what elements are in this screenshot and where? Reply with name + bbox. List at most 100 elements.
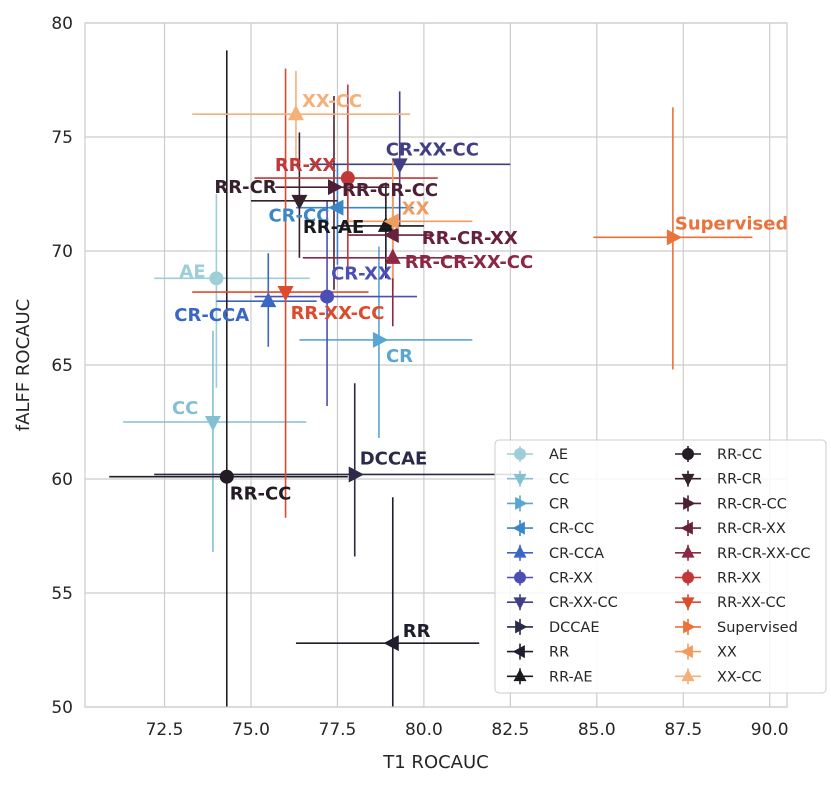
data-point-rr-cr-cc [327,179,344,196]
legend-marker-rr-xx [682,571,694,584]
y-tick-label: 55 [51,584,73,604]
legend-entry-label: CC [549,472,569,488]
data-point-rr-cr-xx-cc [384,248,401,264]
point-label: RR [403,621,431,642]
x-tick-label: 82.5 [491,720,529,740]
legend-entry-label: XX-CC [717,669,762,685]
y-tick-label: 65 [51,356,73,376]
point-label: AE [179,261,205,282]
data-point-cr-xx [320,289,335,304]
legend-entry-label: DCCAE [549,620,600,636]
legend-marker-rr-cr-cc [683,496,696,510]
data-point-xx-cc [287,105,304,121]
data-point-rr [383,635,399,652]
legend-entry-label: AE [549,447,568,463]
x-axis-label: T1 ROCAUC [382,752,488,773]
legend-entry-label: RR-CC [717,447,762,463]
legend-entry-label: XX [717,645,737,661]
point-label: RR-CR [214,177,276,198]
legend-marker-cr-xx-cc [513,597,527,610]
point-label: Supervised [675,213,788,234]
y-tick-label: 60 [51,470,73,490]
legend-entry-label: RR-CR-XX-CC [717,546,811,562]
x-tick-label: 87.5 [664,720,702,740]
legend-marker-cr [515,496,528,510]
point-label: RR-CR-XX [422,228,518,249]
legend-entry-label: RR-CR-CC [717,496,787,512]
legend-marker-rr-cr-xx-cc [681,545,695,558]
data-point-dccae [348,466,364,483]
data-point-cr-xx-cc [391,158,408,174]
legend-marker-supervised [683,620,696,634]
point-label: XX-CC [302,91,362,112]
legend-entry-label: CR [549,496,569,512]
point-label: RR-CR-XX-CC [405,252,533,273]
y-tick-label: 75 [51,128,73,148]
data-point-cc [204,416,221,432]
data-point-ae [209,271,224,286]
legend-entry-label: RR-CR [717,472,762,488]
data-point-cr [372,331,389,348]
point-labels: AE CC CR CR-CC CR-CCA CR-XX CR-XX-CC DCCAE RR RR-… [172,91,788,642]
legend-marker-cr-cc [512,521,525,535]
point-label: CR [386,346,413,367]
x-tick-label: 85.0 [578,720,616,740]
data-point-rr-cr [291,194,308,211]
y-axis-label: fALFF ROCAUC [13,299,34,431]
point-label: CC [172,398,198,419]
legend-entry-label: RR-XX-CC [717,595,786,611]
x-tick-label: 72.5 [146,720,184,740]
data-point-rr-xx-cc [277,286,294,302]
legend-entry-label: RR-CR-XX [717,521,786,537]
legend-entry-label: RR [549,645,569,661]
data-point-supervised [666,229,683,246]
data-point-xx [383,213,399,230]
point-label: CR-XX [331,264,392,285]
legend-entry-label: CR-CCA [549,546,604,562]
data-point-rr-xx [340,171,355,186]
y-axis-ticks: 50 55 60 65 70 75 80 [51,14,73,718]
y-tick-label: 50 [51,698,73,718]
point-label: RR-CR-CC [342,180,438,201]
legend-marker-cr-cca [513,545,527,558]
point-label: XX [402,198,430,219]
y-tick-label: 70 [51,242,73,262]
point-label: RR-XX-CC [291,303,385,324]
legend-entry-label: CR-XX-CC [549,595,618,611]
legend: AE CC CR CR-CC CR-CCA CR-XX CR-XX-CC DCCAE RR RR-… [494,439,827,694]
legend-entry-label: RR-AE [549,669,593,685]
legend-marker-cr-xx [514,571,526,584]
data-point-rr-ae [377,216,394,232]
x-tick-label: 75.0 [232,720,270,740]
x-tick-label: 77.5 [319,720,357,740]
data-point-cr-cca [260,291,277,308]
x-axis-ticks: 72.5 75.0 77.5 80.0 82.5 85.0 87.5 90.0 [146,720,789,740]
error-bars [109,50,753,707]
legend-marker-cc [513,473,527,487]
point-label: CR-XX-CC [386,139,479,160]
plot-frame [84,22,788,708]
point-label: RR-XX [275,155,337,176]
point-label: RR-AE [303,217,364,238]
legend-marker-ae [514,448,526,460]
point-label: CR-CCA [174,305,249,326]
legend-entry-label: Supervised [717,620,798,636]
legend-marker-rr-cr [681,473,695,487]
legend-marker-dccae [515,620,528,634]
legend-box [494,439,827,694]
legend-entry-label: CR-XX [549,571,593,587]
point-label: DCCAE [360,448,428,469]
point-label: RR-CC [230,484,292,505]
legend-marker-rr-cr-xx [680,521,693,535]
legend-entry-label: CR-CC [549,521,594,537]
data-point-cr-cc [328,199,344,216]
y-tick-label: 80 [51,14,73,34]
legend-marker-xx-cc [681,668,695,682]
legend-marker-xx [680,645,693,659]
legend-marker-rr-cc [682,448,694,460]
legend-entry-label: RR-XX [717,571,761,587]
legend-marker-rr-xx-cc [681,597,695,610]
legend-marker-rr [512,645,525,659]
point-label: CR-CC [268,206,329,227]
